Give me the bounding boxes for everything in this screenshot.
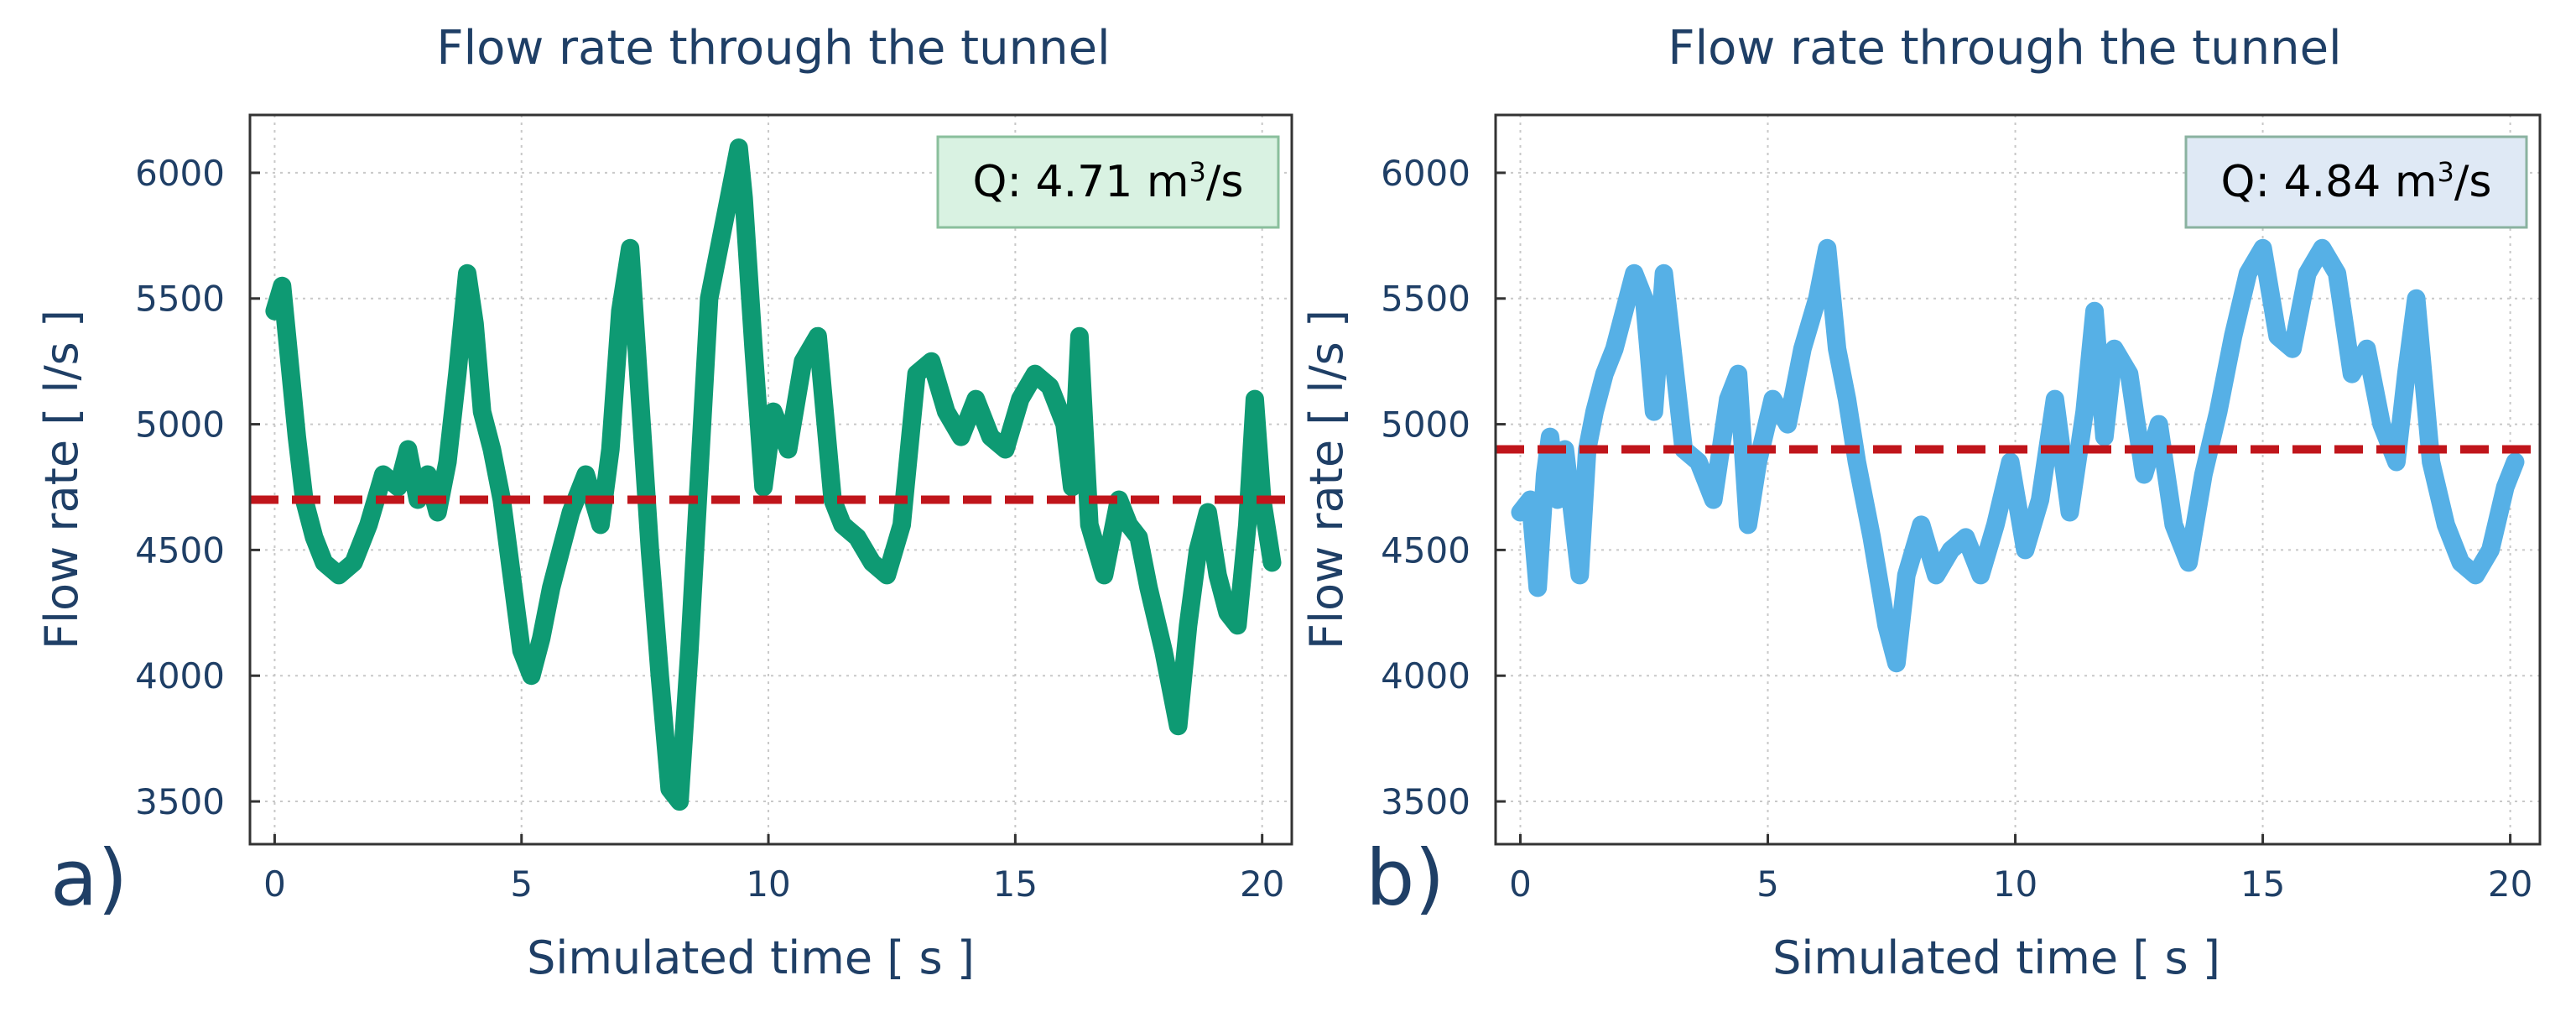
annotation-text-b: Q: 4.84 m3/s (2221, 156, 2492, 207)
y-tick-label-b-0: 3500 (1381, 781, 1470, 822)
y-tick-label-b-2: 4500 (1381, 529, 1470, 571)
panel-label-b: b) (1366, 833, 1444, 923)
x-tick-label-b-2: 10 (1993, 863, 2037, 905)
y-axis-label-a: Flow rate [ l/s ] (35, 310, 88, 649)
axis-ticks-a: 0 5 10 15 20 3500 4000 4500 5000 5500 6000 (135, 153, 1284, 905)
x-axis-label-a: Simulated time [ s ] (527, 931, 975, 984)
y-tick-label-a-2: 4500 (135, 529, 225, 571)
annotation-box-b (2184, 135, 2528, 229)
flow-annotation-a: Q: 4.71 m3/s (936, 135, 1280, 229)
axis-ticks-b: 0 5 10 15 20 3500 4000 4500 5000 5500 6000 (1381, 153, 2532, 905)
y-tick-label-b-3: 5000 (1381, 404, 1470, 446)
chart-title-b: Flow rate through the tunnel (1668, 21, 2341, 76)
y-tick-label-b-5: 6000 (1381, 153, 1470, 194)
x-tick-label-b-1: 5 (1756, 863, 1779, 905)
series-line-b-0 (1511, 238, 2525, 673)
series-line-a-0 (265, 138, 1282, 811)
y-tick-label-a-5: 6000 (135, 153, 225, 194)
plot-frame-b (1494, 113, 2542, 846)
x-tick-label-a-4: 20 (1240, 863, 1284, 905)
series-b (1511, 238, 2525, 673)
x-axis-label-b: Simulated time [ s ] (1772, 931, 2220, 984)
panel-label-a: a) (50, 833, 127, 923)
y-tick-label-a-0: 3500 (135, 781, 225, 822)
series-a (265, 138, 1282, 811)
y-tick-label-b-1: 4000 (1381, 655, 1470, 696)
y-tick-label-a-3: 5000 (135, 404, 225, 446)
y-tick-label-a-4: 5500 (135, 279, 225, 320)
x-tick-label-a-3: 15 (993, 863, 1038, 905)
x-tick-label-b-0: 0 (1509, 863, 1532, 905)
y-axis-label-b: Flow rate [ l/s ] (1300, 310, 1353, 649)
panel-a: Flow rate through the tunnel 0 5 10 15 20 350… (35, 21, 1293, 984)
panel-b: Flow rate through the tunnel 0 5 10 15 20 350… (1300, 21, 2542, 984)
x-tick-label-b-4: 20 (2488, 863, 2532, 905)
flow-annotation-b: Q: 4.84 m3/s (2184, 135, 2528, 229)
x-tick-label-a-2: 10 (746, 863, 790, 905)
annotation-box-a (936, 135, 1280, 229)
chart-title-a: Flow rate through the tunnel (436, 21, 1110, 76)
y-tick-label-a-1: 4000 (135, 655, 225, 696)
x-tick-label-a-0: 0 (263, 863, 286, 905)
plot-frame-a (248, 113, 1293, 846)
annotation-text-a: Q: 4.71 m3/s (973, 156, 1244, 207)
x-tick-label-b-3: 15 (2240, 863, 2285, 905)
x-tick-label-a-1: 5 (510, 863, 533, 905)
y-tick-label-b-4: 5500 (1381, 279, 1470, 320)
